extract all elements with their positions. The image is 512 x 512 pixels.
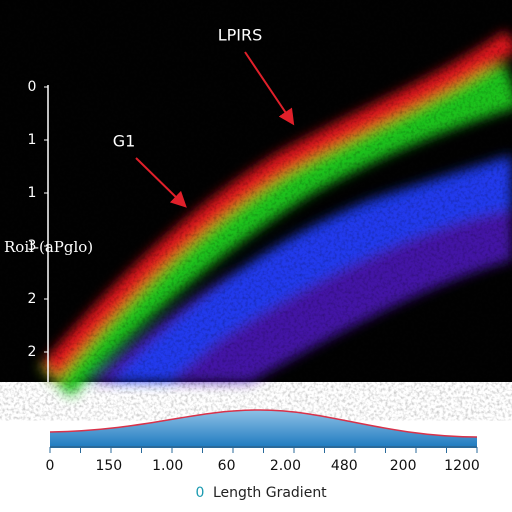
x-tick-label: 150 <box>95 458 122 474</box>
arrow <box>244 51 295 126</box>
y-tick-label: 3 <box>28 238 37 254</box>
y-axis-label: Roil-(aPglo) <box>4 238 93 256</box>
annotation: LPIRS <box>218 26 263 45</box>
micrograph <box>0 0 512 397</box>
x-tick-label: 480 <box>331 458 358 474</box>
caption-icon: 0 <box>196 485 205 501</box>
x-tick-label: 0 <box>46 458 55 474</box>
x-tick-label: 1200 <box>444 458 480 474</box>
y-tick-label: 2 <box>28 344 37 360</box>
y-ticks: 0 1 1 3 2 2 <box>28 79 48 360</box>
y-tick-label: 1 <box>28 185 37 201</box>
gradient-panel <box>49 409 478 448</box>
y-tick-label: 2 <box>28 291 37 307</box>
y-tick-label: 0 <box>28 79 37 95</box>
y-tick-label: 1 <box>28 132 37 148</box>
x-tick-label: 2.00 <box>270 458 301 474</box>
x-tick-label: 60 <box>218 458 236 474</box>
x-tick-label: 200 <box>390 458 417 474</box>
x-tick-label: 1.00 <box>152 458 183 474</box>
annotation: G1 <box>113 132 136 151</box>
x-ticks: 0 150 1.00 60 2.00 480 200 1200 <box>46 447 480 474</box>
caption: Length Gradient <box>213 485 327 501</box>
arrow <box>135 157 187 208</box>
